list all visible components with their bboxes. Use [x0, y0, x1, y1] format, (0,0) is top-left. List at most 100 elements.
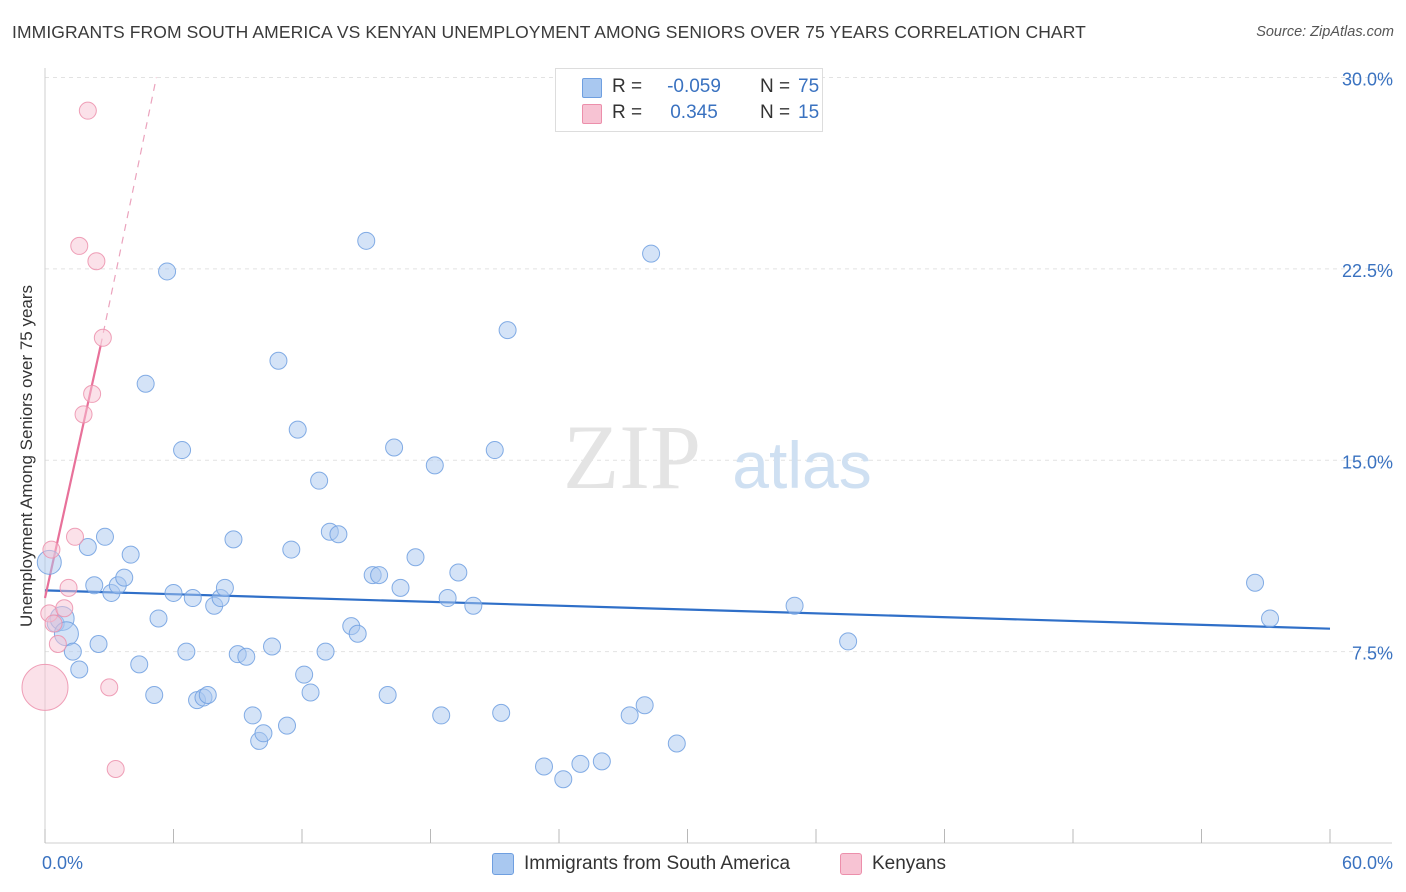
point-south-america: [667, 734, 686, 753]
point-kenyan: [65, 527, 84, 546]
point-kenyan: [100, 678, 119, 697]
point-south-america: [492, 703, 511, 722]
stats-n-value: 15: [798, 102, 820, 123]
y-axis-label: Unemployment Among Seniors over 75 years: [17, 284, 36, 628]
point-south-america: [301, 683, 320, 702]
point-south-america: [164, 583, 183, 602]
point-kenyan: [106, 760, 125, 779]
point-south-america: [425, 456, 444, 475]
point-south-america: [269, 351, 288, 370]
point-south-america: [215, 578, 234, 597]
point-south-america: [121, 545, 140, 564]
point-south-america: [278, 716, 297, 735]
chart-title: IMMIGRANTS FROM SOUTH AMERICA VS KENYAN …: [12, 22, 1086, 42]
stats-box: R = -0.059 N = 75 R = 0.345 N = 15: [555, 68, 823, 132]
y-tick-label: 15.0%: [1342, 452, 1393, 472]
point-south-america: [263, 637, 282, 656]
x-tick-label: 60.0%: [1342, 853, 1393, 873]
y-tick-label: 30.0%: [1342, 70, 1393, 90]
point-south-america: [1261, 609, 1280, 628]
point-south-america: [432, 706, 451, 725]
point-south-america: [839, 632, 858, 651]
point-south-america: [158, 262, 177, 281]
tick-labels: 7.5% 15.0% 22.5% 30.0% 0.0% 60.0%: [42, 70, 1393, 873]
stats-swatch-south-america: [582, 78, 602, 98]
point-kenyan: [93, 328, 112, 347]
point-south-america: [173, 441, 192, 460]
stats-r-label: R =: [612, 102, 643, 123]
stats-n-label: N =: [760, 76, 791, 97]
point-south-america: [316, 642, 335, 661]
point-south-america: [635, 696, 654, 715]
point-south-america: [370, 566, 389, 585]
point-south-america: [282, 540, 301, 559]
point-south-america: [535, 757, 554, 776]
point-south-america: [378, 686, 397, 705]
data-points: [21, 101, 1280, 789]
point-south-america: [571, 754, 590, 773]
point-south-america: [498, 321, 517, 340]
gridlines: [45, 77, 1392, 653]
trend-line-kenyans-extension: [100, 77, 157, 346]
point-south-america: [785, 596, 804, 615]
point-south-america: [620, 706, 639, 725]
point-south-america: [177, 642, 196, 661]
point-kenyan: [70, 236, 89, 255]
point-kenyan: [74, 405, 93, 424]
point-south-america: [136, 374, 155, 393]
point-south-america: [145, 686, 164, 705]
point-kenyan: [87, 252, 106, 271]
point-south-america: [485, 441, 504, 460]
x-tick-label: 0.0%: [42, 853, 83, 873]
point-kenyan: [55, 599, 74, 618]
point-kenyan: [78, 101, 97, 120]
point-kenyan: [48, 634, 67, 653]
legend-swatch-kenyans: [840, 853, 862, 875]
point-kenyan: [83, 384, 102, 403]
point-south-america: [449, 563, 468, 582]
point-south-america: [63, 642, 82, 661]
point-south-america: [642, 244, 661, 263]
point-south-america: [115, 568, 134, 587]
point-south-america: [70, 660, 89, 679]
point-south-america: [406, 548, 425, 567]
point-south-america: [385, 438, 404, 457]
point-south-america: [357, 231, 376, 250]
legend-label-kenyans: Kenyans: [872, 853, 946, 874]
point-south-america: [183, 589, 202, 608]
point-south-america: [130, 655, 149, 674]
y-tick-label: 22.5%: [1342, 261, 1393, 281]
point-south-america: [254, 724, 273, 743]
point-south-america: [89, 634, 108, 653]
watermark-zip: ZIP: [563, 406, 701, 508]
legend-label-south-america: Immigrants from South America: [524, 853, 791, 874]
point-kenyan: [42, 540, 61, 559]
point-south-america: [224, 530, 243, 549]
point-south-america: [1246, 573, 1265, 592]
point-south-america: [438, 589, 457, 608]
stats-n-value: 75: [798, 76, 820, 97]
trend-line-south-america: [44, 589, 1331, 630]
point-south-america: [554, 770, 573, 789]
watermark-atlas: atlas: [732, 428, 871, 502]
legend-swatch-south-america: [492, 853, 514, 875]
axes: [44, 68, 1392, 844]
point-kenyan: [21, 663, 69, 711]
point-south-america: [85, 576, 104, 595]
point-south-america: [464, 596, 483, 615]
stats-r-value: -0.059: [667, 76, 721, 97]
point-south-america: [288, 420, 307, 439]
stats-r-label: R =: [612, 76, 643, 97]
point-kenyan: [59, 578, 78, 597]
y-tick-label: 7.5%: [1352, 644, 1393, 664]
stats-n-label: N =: [760, 102, 791, 123]
stats-swatch-kenyans: [582, 104, 602, 124]
point-south-america: [78, 538, 97, 557]
point-south-america: [391, 578, 410, 597]
point-south-america: [198, 686, 217, 705]
point-south-america: [237, 647, 256, 666]
source-label: Source: ZipAtlas.com: [1256, 24, 1394, 40]
point-south-america: [149, 609, 168, 628]
stats-r-value: 0.345: [670, 102, 718, 123]
